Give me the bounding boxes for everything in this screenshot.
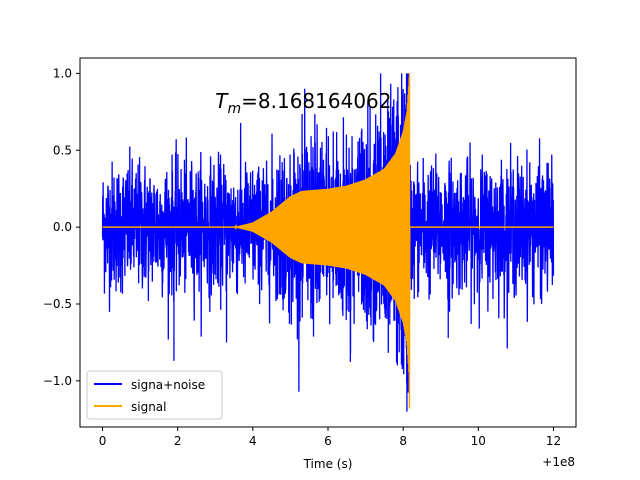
legend-label-signal: signal bbox=[131, 400, 167, 414]
x-tick-label: 10 bbox=[471, 434, 486, 448]
x-tick-label: 2 bbox=[174, 434, 182, 448]
x-tick-label: 0 bbox=[99, 434, 107, 448]
x-tick-label: 12 bbox=[546, 434, 561, 448]
x-axis-offset-label: +1e8 bbox=[542, 455, 575, 469]
x-tick-label: 6 bbox=[324, 434, 332, 448]
y-tick-label: 0.0 bbox=[53, 220, 72, 234]
y-tick-label: −1.0 bbox=[43, 374, 72, 388]
x-tick-label: 8 bbox=[399, 434, 407, 448]
legend: signa+noise signal bbox=[86, 370, 223, 420]
peak-time-annotation: Tm=8.168164062 bbox=[215, 89, 391, 117]
series-line-signal bbox=[102, 73, 554, 409]
x-axis: 0 2 4 6 8 10 12 bbox=[99, 427, 561, 448]
x-tick-label: 4 bbox=[249, 434, 257, 448]
y-axis: −1.0 −0.5 0.0 0.5 1.0 bbox=[43, 66, 80, 388]
y-tick-label: 0.5 bbox=[53, 143, 72, 157]
y-tick-label: 1.0 bbox=[53, 66, 72, 80]
series-layer bbox=[101, 73, 555, 412]
annotation-symbol: T bbox=[215, 89, 229, 113]
annotation-subscript: m bbox=[227, 101, 241, 117]
annotation-value: =8.168164062 bbox=[241, 89, 391, 113]
legend-label-noise: signa+noise bbox=[131, 378, 205, 392]
x-axis-label: Time (s) bbox=[303, 457, 353, 471]
y-tick-label: −0.5 bbox=[43, 297, 72, 311]
